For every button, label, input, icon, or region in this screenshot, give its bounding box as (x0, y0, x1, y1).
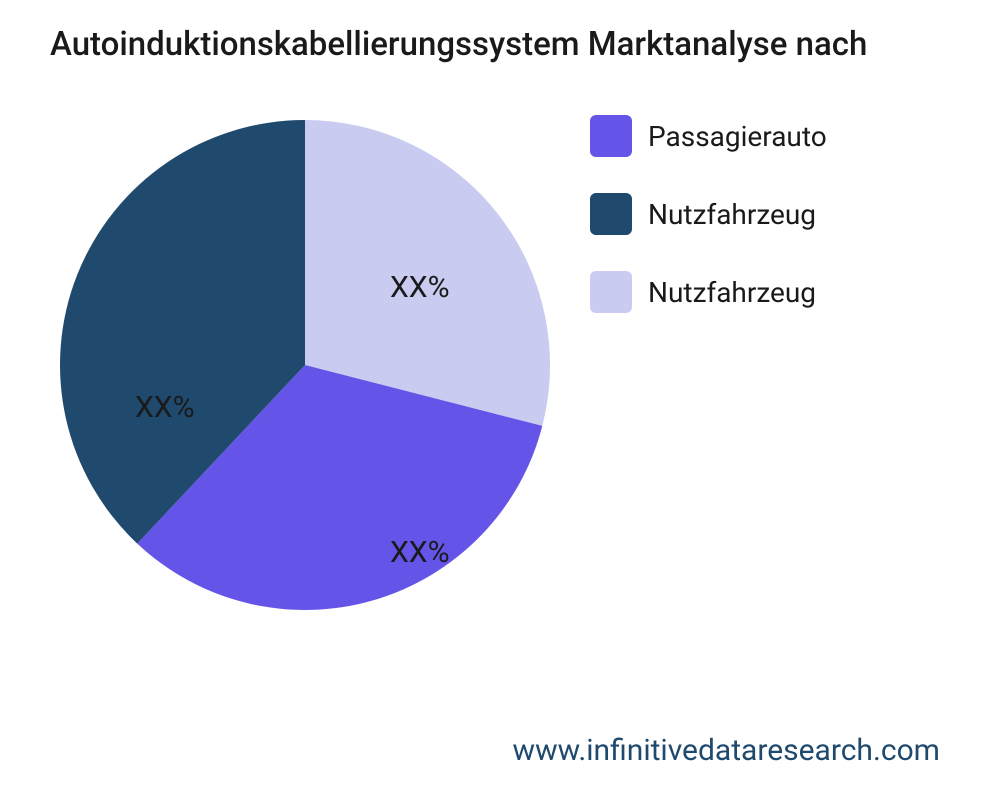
legend-label: Nutzfahrzeug (648, 276, 816, 309)
pie-chart: XX% XX% XX% (60, 120, 550, 610)
footer-url: www.infinitivedataresearch.com (513, 733, 940, 768)
pie-svg (60, 120, 550, 610)
legend-swatch (590, 193, 632, 235)
legend-swatch (590, 271, 632, 313)
chart-title: Autoinduktionskabellierungssystem Markta… (50, 25, 1000, 64)
legend-item: Nutzfahrzeug (590, 271, 827, 313)
legend-item: Nutzfahrzeug (590, 193, 827, 235)
pie-slice-label: XX% (135, 390, 195, 425)
legend-item: Passagierauto (590, 115, 827, 157)
legend-label: Nutzfahrzeug (648, 198, 816, 231)
legend: Passagierauto Nutzfahrzeug Nutzfahrzeug (590, 115, 827, 313)
legend-swatch (590, 115, 632, 157)
pie-slice-label: XX% (390, 270, 450, 305)
pie-slice-label: XX% (390, 535, 450, 570)
legend-label: Passagierauto (648, 120, 827, 153)
